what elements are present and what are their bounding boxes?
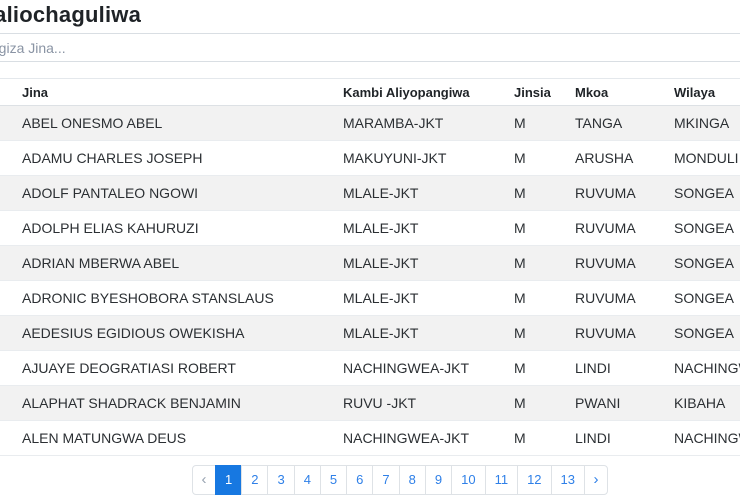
cell-jina: ADRIAN MBERWA ABEL [0,245,331,281]
cell-mkoa: LINDI [563,350,662,386]
cell-jina: ADRONIC BYESHOBORA STANSLAUS [0,280,331,316]
cell-jina: ADAMU CHARLES JOSEPH [0,140,331,176]
pagination-page-9[interactable]: 9 [424,465,453,495]
cell-kambi: NACHINGWEA-JKT [331,350,502,386]
pagination-page-1[interactable]: 1 [214,465,243,495]
cell-wilaya: SONGEA [662,175,740,211]
cell-jinsia: M [502,105,563,141]
cell-jinsia: M [502,280,563,316]
cell-wilaya: KIBAHA [662,385,740,421]
cell-wilaya: SONGEA [662,210,740,246]
cell-jina: AEDESIUS EGIDIOUS OWEKISHA [0,315,331,351]
table-row: ADRONIC BYESHOBORA STANSLAUS MLALE-JKT M… [0,280,740,316]
cell-kambi: NACHINGWEA-JKT [331,420,502,456]
cell-jina: AJUAYE DEOGRATIASI ROBERT [0,350,331,386]
cell-wilaya: SONGEA [662,315,740,351]
cell-kambi: MLALE-JKT [331,210,502,246]
cell-jinsia: M [502,385,563,421]
cell-jinsia: M [502,175,563,211]
column-header-mkoa: Mkoa [563,78,662,106]
column-header-kambi: Kambi Aliyopangiwa [331,78,502,106]
table-body: ABEL ONESMO ABEL MARAMBA-JKT M TANGA MKI… [0,105,740,456]
cell-kambi: MARAMBA-JKT [331,105,502,141]
cell-jinsia: M [502,350,563,386]
pagination-page-2[interactable]: 2 [241,465,269,495]
cell-wilaya: NACHINGWEA [662,420,740,456]
cell-mkoa: RUVUMA [563,210,662,246]
cell-mkoa: RUVUMA [563,245,662,281]
pagination-page-4[interactable]: 4 [293,465,321,495]
selected-candidates-table: Jina Kambi Aliyopangiwa Jinsia Mkoa Wila… [0,78,740,456]
pagination-page-7[interactable]: 7 [372,465,400,495]
cell-jinsia: M [502,245,563,281]
pagination-page-6[interactable]: 6 [346,465,374,495]
table-header: Jina Kambi Aliyopangiwa Jinsia Mkoa Wila… [0,78,740,106]
cell-kambi: MLALE-JKT [331,315,502,351]
cell-mkoa: RUVUMA [563,315,662,351]
cell-wilaya: SONGEA [662,280,740,316]
table-row: ALEN MATUNGWA DEUS NACHINGWEA-JKT M LIND… [0,420,740,456]
cell-kambi: MLALE-JKT [331,175,502,211]
next-page-icon[interactable]: › [584,465,608,495]
pagination-page-3[interactable]: 3 [267,465,295,495]
table-header-row: Jina Kambi Aliyopangiwa Jinsia Mkoa Wila… [0,78,740,106]
table-row: ADRIAN MBERWA ABEL MLALE-JKT M RUVUMA SO… [0,245,740,281]
table-row: ADAMU CHARLES JOSEPH MAKUYUNI-JKT M ARUS… [0,140,740,176]
pagination-page-8[interactable]: 8 [398,465,426,495]
pagination-page-10[interactable]: 10 [451,465,486,495]
pagination-page-13[interactable]: 13 [550,465,585,495]
cell-kambi: MLALE-JKT [331,280,502,316]
cell-jinsia: M [502,315,563,351]
cell-jina: ADOLF PANTALEO NGOWI [0,175,331,211]
cell-jina: ALEN MATUNGWA DEUS [0,420,331,456]
pagination-page-12[interactable]: 12 [517,465,552,495]
page-title: Waliochaguliwa [0,2,142,27]
cell-mkoa: RUVUMA [563,280,662,316]
cell-jina: ABEL ONESMO ABEL [0,105,331,141]
search-input[interactable] [0,33,740,62]
cell-mkoa: RUVUMA [563,175,662,211]
cell-kambi: RUVU -JKT [331,385,502,421]
table-row: ALAPHAT SHADRACK BENJAMIN RUVU -JKT M PW… [0,385,740,421]
column-header-wilaya: Wilaya [662,78,740,106]
cell-wilaya: MKINGA [662,105,740,141]
pagination: ‹ 1 2 3 4 5 6 7 8 [0,465,740,495]
cell-jina: ALAPHAT SHADRACK BENJAMIN [0,385,331,421]
table-row: ADOLPH ELIAS KAHURUZI MLALE-JKT M RUVUMA… [0,210,740,246]
pagination-page-5[interactable]: 5 [319,465,348,495]
table-row: ABEL ONESMO ABEL MARAMBA-JKT M TANGA MKI… [0,105,740,141]
pagination-prev[interactable]: ‹ [191,465,216,495]
cell-wilaya: MONDULI [662,140,740,176]
column-header-jina: Jina [0,78,331,106]
table-row: AEDESIUS EGIDIOUS OWEKISHA MLALE-JKT M R… [0,315,740,351]
cell-wilaya: SONGEA [662,245,740,281]
cell-jinsia: M [502,210,563,246]
cell-kambi: MLALE-JKT [331,245,502,281]
column-header-jinsia: Jinsia [502,78,563,106]
pagination-next[interactable]: › [584,465,608,495]
cell-mkoa: ARUSHA [563,140,662,176]
cell-mkoa: LINDI [563,420,662,456]
pagination-page-11[interactable]: 11 [484,465,519,495]
cell-wilaya: NACHINGWEA [662,350,740,386]
table-row: ADOLF PANTALEO NGOWI MLALE-JKT M RUVUMA … [0,175,740,211]
cell-mkoa: TANGA [563,105,662,141]
cell-mkoa: PWANI [563,385,662,421]
prev-page-icon[interactable]: ‹ [191,465,216,495]
cell-jinsia: M [502,420,563,456]
cell-kambi: MAKUYUNI-JKT [331,140,502,176]
cell-jinsia: M [502,140,563,176]
table-row: AJUAYE DEOGRATIASI ROBERT NACHINGWEA-JKT… [0,350,740,386]
cell-jina: ADOLPH ELIAS KAHURUZI [0,210,331,246]
